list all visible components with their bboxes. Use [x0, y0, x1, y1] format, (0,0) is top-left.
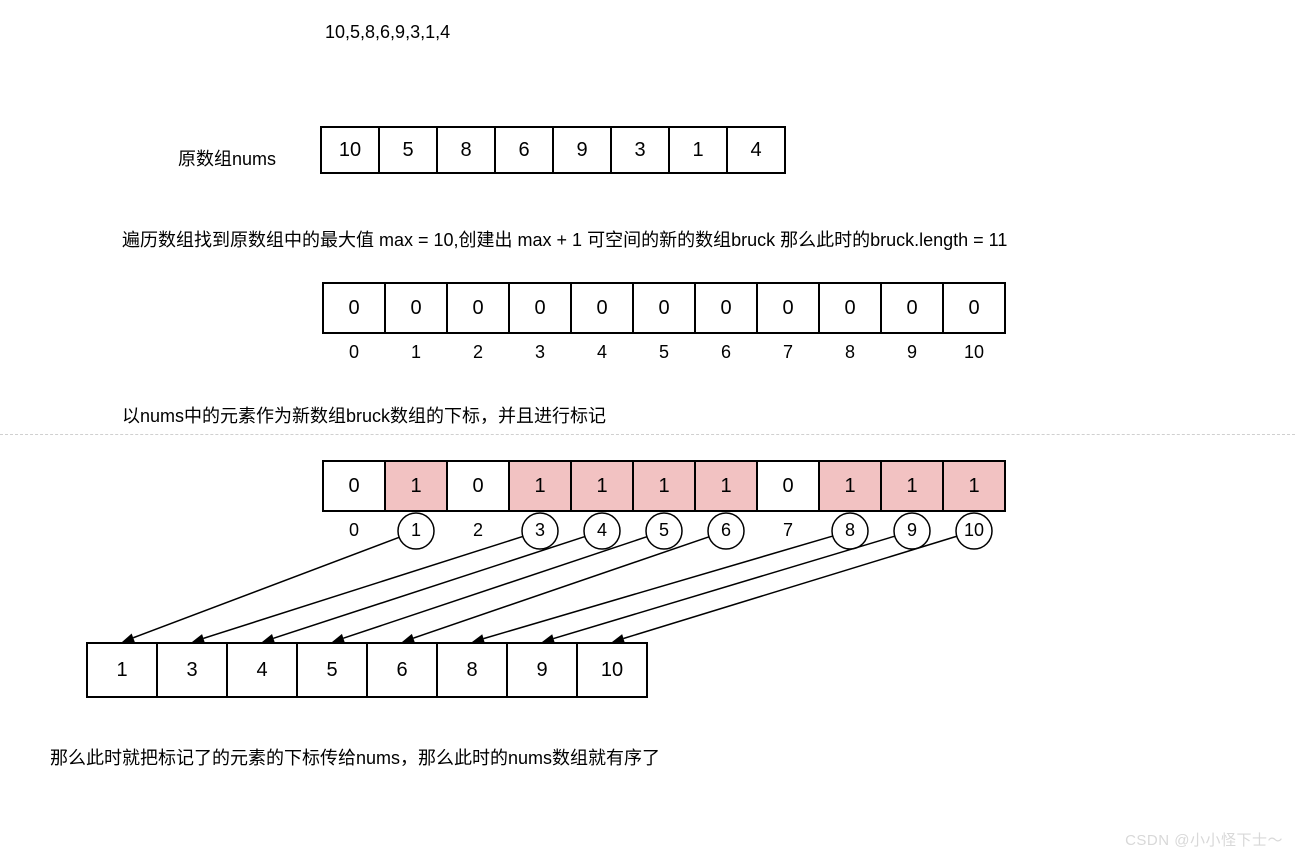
- bruck-marked-index: 2: [446, 520, 510, 541]
- sorted-cell: 6: [366, 642, 438, 698]
- bruck-marked-index: 10: [942, 520, 1006, 541]
- sorted-cell: 4: [226, 642, 298, 698]
- bruck-zero-cell: 0: [446, 282, 510, 334]
- bruck-zero-index: 8: [818, 342, 882, 363]
- nums-cell: 3: [610, 126, 670, 174]
- bruck-marked-cell: 1: [570, 460, 634, 512]
- bruck-zero-index: 9: [880, 342, 944, 363]
- nums-cell: 4: [726, 126, 786, 174]
- bruck-marked-index: 7: [756, 520, 820, 541]
- bruck-zero-cell: 0: [508, 282, 572, 334]
- bruck-marked-index: 5: [632, 520, 696, 541]
- arrow-head-icon: [122, 634, 135, 642]
- arrow-line: [484, 536, 833, 639]
- arrow-line: [203, 536, 522, 638]
- bruck-marked-cell: 0: [446, 460, 510, 512]
- bruck-marked-index: 8: [818, 520, 882, 541]
- bruck-zero-cell: 0: [384, 282, 448, 334]
- bruck-marked-index: 4: [570, 520, 634, 541]
- nums-cell: 5: [378, 126, 438, 174]
- bruck-zero-cell: 0: [570, 282, 634, 334]
- bruck-zero-cell: 0: [694, 282, 758, 334]
- nums-cell: 9: [552, 126, 612, 174]
- bruck-marked-cell: 1: [632, 460, 696, 512]
- bruck-zero-index: 6: [694, 342, 758, 363]
- bruck-marked-cell: 0: [322, 460, 386, 512]
- bruck-marked-index: 6: [694, 520, 758, 541]
- bruck-marked-cell: 1: [880, 460, 944, 512]
- nums-cell: 10: [320, 126, 380, 174]
- bruck-zero-cell: 0: [632, 282, 696, 334]
- watermark: CSDN @小小怪下士～: [1125, 829, 1283, 850]
- label-original-array: 原数组nums: [178, 145, 276, 171]
- nums-cell: 1: [668, 126, 728, 174]
- step1-text: 遍历数组找到原数组中的最大值 max = 10,创建出 max + 1 可空间的…: [122, 226, 1007, 252]
- bruck-zero-index: 2: [446, 342, 510, 363]
- nums-cell: 6: [494, 126, 554, 174]
- nums-cell: 8: [436, 126, 496, 174]
- sorted-array: 134568910: [86, 642, 648, 698]
- bruck-marked-cell: 1: [818, 460, 882, 512]
- bruck-marked-cell: 1: [694, 460, 758, 512]
- bruck-zero-index: 0: [322, 342, 386, 363]
- bruck-zero-indices: 012345678910: [322, 342, 1006, 363]
- bruck-zero-index: 4: [570, 342, 634, 363]
- bruck-marked-cell: 1: [508, 460, 572, 512]
- header-sequence: 10,5,8,6,9,3,1,4: [325, 22, 450, 43]
- arrow-line: [273, 537, 584, 639]
- bruck-zero-cell: 0: [880, 282, 944, 334]
- bruck-marked-index: 0: [322, 520, 386, 541]
- bruck-zero-cell: 0: [756, 282, 820, 334]
- bruck-zero-index: 5: [632, 342, 696, 363]
- bruck-marked-cell: 1: [384, 460, 448, 512]
- bruck-marked-index: 9: [880, 520, 944, 541]
- bruck-zero-index: 3: [508, 342, 572, 363]
- bruck-marked-cell: 0: [756, 460, 820, 512]
- bruck-zero-cell: 0: [818, 282, 882, 334]
- sorted-cell: 5: [296, 642, 368, 698]
- sorted-cell: 1: [86, 642, 158, 698]
- bruck-marked-index: 3: [508, 520, 572, 541]
- sorted-cell: 3: [156, 642, 228, 698]
- bruck-marked-array: 01011110111: [322, 460, 1006, 512]
- step3-text: 那么此时就把标记了的元素的下标传给nums，那么此时的nums数组就有序了: [50, 744, 660, 770]
- bruck-marked-index: 1: [384, 520, 448, 541]
- nums-array: 105869314: [320, 126, 786, 174]
- sorted-cell: 9: [506, 642, 578, 698]
- arrow-line: [343, 537, 647, 638]
- bruck-zero-index: 10: [942, 342, 1006, 363]
- bruck-zero-index: 1: [384, 342, 448, 363]
- bruck-zero-cell: 0: [322, 282, 386, 334]
- bruck-zero-index: 7: [756, 342, 820, 363]
- bruck-marked-indices: 012345678910: [322, 520, 1006, 541]
- section-divider: [0, 434, 1295, 435]
- bruck-zero-cell: 0: [942, 282, 1006, 334]
- arrow-line: [623, 536, 956, 638]
- sorted-cell: 10: [576, 642, 648, 698]
- bruck-marked-cell: 1: [942, 460, 1006, 512]
- arrow-line: [553, 536, 894, 638]
- arrow-line: [413, 537, 709, 638]
- sorted-cell: 8: [436, 642, 508, 698]
- arrow-line: [133, 537, 399, 637]
- step2-text: 以nums中的元素作为新数组bruck数组的下标，并且进行标记: [122, 402, 606, 428]
- bruck-zero-array: 00000000000: [322, 282, 1006, 334]
